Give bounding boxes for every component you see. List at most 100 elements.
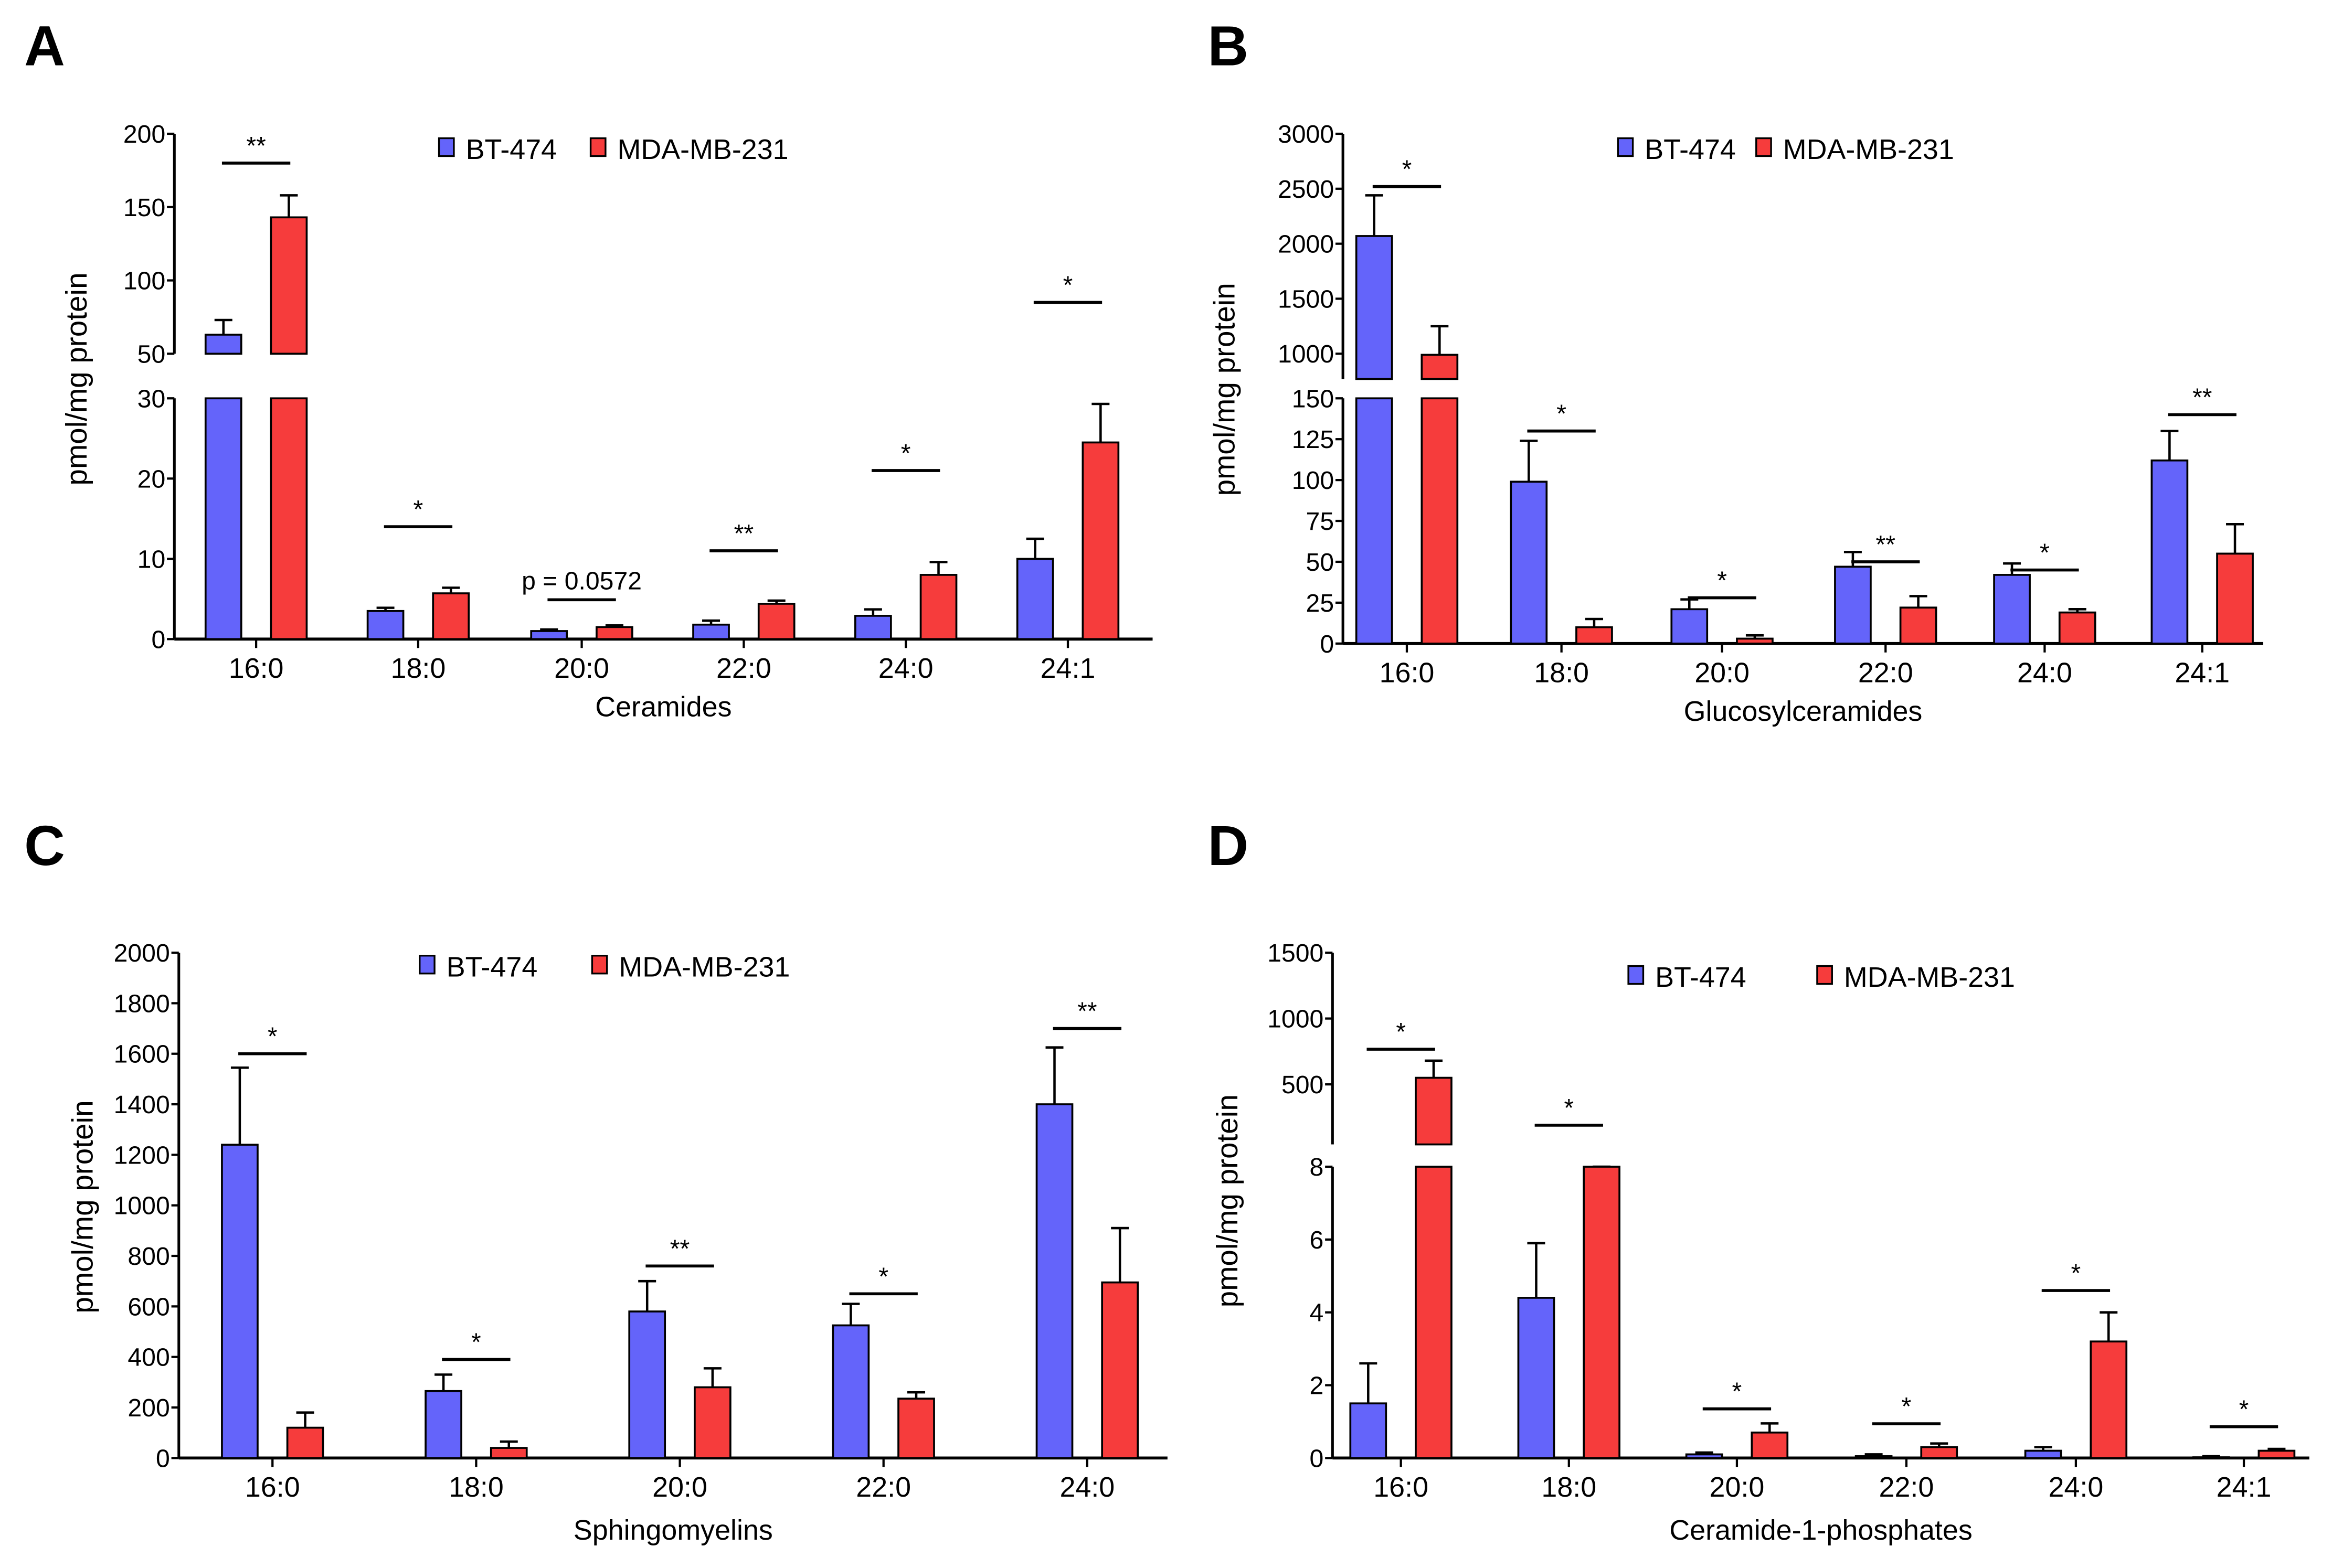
x-tick-label: 24:1	[2175, 657, 2230, 688]
significance-label: *	[878, 1262, 888, 1290]
y-tick-label: 1000	[114, 1192, 170, 1220]
panel-letter: C	[24, 814, 65, 877]
y-tick-label: 50	[137, 340, 166, 368]
legend-label: BT-474	[466, 134, 557, 165]
y-tick-label: 1500	[1278, 285, 1334, 313]
y-tick-label: 1500	[1267, 939, 1323, 967]
significance-label: p = 0.0572	[522, 567, 642, 595]
y-axis-title: pmol/mg protein	[60, 272, 93, 485]
legend-label: MDA-MB-231	[1844, 962, 2015, 993]
y-tick-label: 2500	[1278, 175, 1334, 204]
bar-mda-mb-231	[490, 1447, 528, 1459]
bar-bt-474	[2150, 459, 2189, 645]
bar-mda-mb-231	[1751, 1431, 1789, 1459]
bar-mda-mb-231	[286, 1426, 324, 1459]
legend-label: BT-474	[1645, 134, 1736, 165]
bar-bt-474-upper	[204, 334, 242, 355]
x-tick-label: 20:0	[554, 653, 609, 684]
bar-bt-474-upper	[1355, 235, 1393, 380]
bar-mda-mb-231-upper	[1415, 1076, 1453, 1146]
legend-label: MDA-MB-231	[1783, 134, 1954, 165]
significance-label: *	[1902, 1392, 1912, 1421]
significance-label: *	[1396, 1018, 1406, 1046]
legend-swatch	[1617, 137, 1634, 157]
significance-label: *	[471, 1328, 481, 1357]
legend-swatch	[419, 955, 436, 975]
bar-bt-474	[1016, 558, 1054, 641]
panel-d: D 0 2 4 6 8 500 1000 1500 pmol/mg protein Ceramide…	[1207, 814, 2309, 1546]
y-axis-title: pmol/mg protein	[66, 1100, 99, 1313]
y-tick-label: 4	[1310, 1299, 1324, 1327]
x-tick-label: 22:0	[856, 1471, 911, 1503]
y-tick-label: 400	[128, 1343, 169, 1372]
y-axis-title: pmol/mg protein	[1208, 283, 1241, 496]
panel-letter: B	[1207, 15, 1248, 78]
significance-label: *	[414, 495, 423, 524]
bar-bt-474	[1517, 1297, 1555, 1459]
y-tick-label: 800	[128, 1242, 169, 1271]
significance-label: **	[1077, 997, 1097, 1026]
panel-a: A 0 10 20 30 50 100 150 200 pmol/mg protein Cerami…	[24, 15, 1153, 723]
bar-bt-474	[854, 615, 892, 641]
x-tick-label: 18:0	[1541, 1471, 1596, 1503]
significance-label: *	[1063, 271, 1073, 299]
bar-mda-mb-231	[2216, 552, 2254, 645]
bar-bt-474	[1670, 608, 1709, 645]
bar-mda-mb-231-lower	[270, 397, 308, 641]
legend-swatch	[1816, 965, 1833, 985]
significance-label: *	[901, 439, 911, 467]
x-tick-label: 22:0	[1858, 657, 1913, 688]
x-axis-title: Glucosylceramides	[1684, 696, 1923, 727]
significance-label: **	[246, 132, 266, 160]
y-tick-label: 0	[151, 625, 165, 654]
y-tick-label: 1800	[114, 989, 170, 1018]
x-tick-label: 16:0	[245, 1471, 300, 1503]
x-axis-title: Sphingomyelins	[574, 1514, 773, 1546]
y-tick-label: 2	[1310, 1372, 1324, 1400]
y-tick-label: 150	[123, 194, 165, 222]
bar-mda-mb-231	[757, 603, 796, 641]
significance-label: **	[1876, 530, 1895, 559]
y-tick-label: 6	[1310, 1226, 1324, 1254]
y-tick-label: 1000	[1278, 340, 1334, 368]
y-tick-label: 30	[137, 385, 166, 413]
y-axis-title: pmol/mg protein	[1211, 1094, 1244, 1307]
x-tick-label: 18:0	[449, 1471, 504, 1503]
bar-mda-mb-231	[1920, 1446, 1958, 1459]
significance-label: *	[1402, 155, 1412, 184]
legend-swatch	[438, 137, 455, 157]
x-axis-title: Ceramides	[595, 691, 732, 723]
y-tick-label: 600	[128, 1293, 169, 1321]
y-tick-label: 2000	[1278, 230, 1334, 259]
significance-label: **	[2192, 383, 2212, 411]
legend-swatch	[589, 137, 607, 157]
bar-bt-474	[1834, 566, 1872, 645]
bar-bt-474	[692, 623, 730, 641]
x-tick-label: 16:0	[1380, 657, 1435, 688]
legend-swatch	[591, 955, 608, 975]
significance-label: *	[1717, 567, 1727, 595]
y-tick-label: 8	[1310, 1153, 1324, 1181]
x-axis-title: Ceramide-1-phosphates	[1669, 1514, 1972, 1546]
x-tick-label: 20:0	[1710, 1471, 1765, 1503]
bar-mda-mb-231-lower	[1415, 1166, 1453, 1459]
bar-bt-474	[1685, 1453, 1723, 1459]
y-tick-label: 100	[1292, 466, 1334, 495]
bar-mda-mb-231	[919, 574, 958, 641]
significance-label: *	[2040, 539, 2050, 567]
x-tick-label: 20:0	[652, 1471, 707, 1503]
y-tick-label: 100	[123, 267, 165, 295]
bar-mda-mb-231	[2090, 1340, 2128, 1459]
y-tick-label: 500	[1281, 1071, 1323, 1099]
bar-bt-474	[832, 1324, 870, 1459]
bar-bt-474	[1854, 1455, 1893, 1459]
x-tick-label: 22:0	[716, 653, 771, 684]
bar-bt-474-lower	[204, 397, 242, 641]
significance-label: *	[2071, 1259, 2081, 1287]
significance-label: **	[734, 519, 754, 548]
bar-mda-mb-231	[694, 1386, 732, 1459]
x-tick-label: 18:0	[1534, 657, 1589, 688]
bar-bt-474-lower	[1355, 397, 1393, 645]
bar-bt-474	[1510, 481, 1548, 645]
panel-b: B 0 25 50 75 100 125 150 1000 1500 2000 2500 3000 pmo…	[1207, 15, 2263, 727]
